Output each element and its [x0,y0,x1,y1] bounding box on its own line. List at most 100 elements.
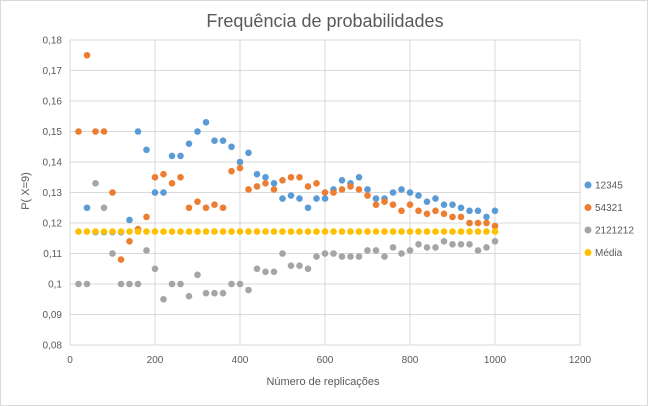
data-point-54321 [100,128,108,135]
x-tick-label: 1200 [569,355,592,366]
data-point-m-dia [92,228,99,235]
data-point-2121212 [100,204,108,212]
data-point-m-dia [245,228,252,235]
data-point-54321 [304,183,312,190]
data-point-m-dia [75,228,82,235]
data-point-m-dia [236,228,244,235]
data-point-m-dia [185,228,193,235]
data-point-2121212 [126,280,133,288]
data-point-12345 [262,173,269,181]
y-tick-label: 0,1 [48,280,62,291]
data-point-m-dia [211,228,218,235]
data-point-12345 [474,207,482,215]
data-point-2121212 [117,280,125,288]
data-point-12345 [321,195,329,202]
data-point-54321 [194,198,201,205]
data-point-54321 [466,219,473,227]
data-point-2121212 [270,268,278,276]
data-point-m-dia [151,228,159,235]
data-point-m-dia [364,228,371,235]
data-point-12345 [219,137,227,144]
data-point-12345 [253,170,261,178]
data-point-54321 [253,183,261,190]
data-point-m-dia [313,228,320,235]
data-point-2121212 [211,289,218,297]
data-point-12345 [389,189,397,196]
data-point-12345 [134,128,142,135]
data-point-2121212 [415,241,422,248]
data-point-m-dia [117,228,125,235]
data-point-2121212 [338,253,346,260]
data-point-2121212 [228,280,235,288]
y-tick-label: 0,15 [43,127,63,138]
data-point-12345 [296,195,303,202]
data-point-54321 [313,180,320,187]
x-axis-label: Número de replicações [266,376,380,388]
data-point-m-dia [219,228,227,235]
data-point-2121212 [364,247,371,254]
data-point-12345 [440,201,448,208]
x-tick-label: 1000 [484,355,507,366]
data-point-54321 [117,256,125,263]
data-point-12345 [168,152,176,160]
data-point-2121212 [262,268,269,276]
data-point-54321 [355,186,363,193]
data-point-2121212 [355,253,363,260]
data-point-12345 [194,128,201,135]
data-point-2121212 [449,241,456,248]
data-point-2121212 [381,253,388,260]
data-point-54321 [389,201,397,208]
data-points [75,51,499,303]
y-tick-label: 0,08 [43,341,63,352]
data-point-2121212 [389,244,397,251]
data-point-12345 [449,201,456,208]
legend-marker [584,204,592,211]
data-point-m-dia [270,228,278,235]
data-point-12345 [432,195,439,202]
data-point-2121212 [287,262,295,270]
data-point-2121212 [406,247,414,254]
data-point-2121212 [321,250,329,257]
data-point-m-dia [372,228,380,235]
y-tick-label: 0,12 [43,219,63,230]
data-point-54321 [151,173,159,181]
legend-label: Média [595,248,623,259]
data-point-m-dia [389,228,397,235]
data-point-12345 [143,146,150,154]
data-point-m-dia [355,228,363,235]
data-point-2121212 [457,241,465,248]
data-point-2121212 [134,280,142,288]
data-point-m-dia [287,228,295,235]
data-point-2121212 [440,238,448,245]
data-point-54321 [262,180,269,187]
data-point-2121212 [202,289,210,297]
data-point-54321 [287,173,295,181]
data-point-m-dia [304,228,312,235]
data-point-54321 [483,219,490,227]
y-tick-label: 0,11 [43,249,62,260]
data-point-12345 [287,192,295,199]
data-point-2121212 [304,265,312,273]
x-tick-label: 400 [232,355,249,366]
data-point-12345 [415,192,422,199]
data-point-12345 [151,189,159,196]
data-point-m-dia [279,228,286,235]
data-point-54321 [143,213,150,221]
data-point-2121212 [279,250,286,257]
data-point-m-dia [177,228,184,235]
x-axis-ticks: 0 200 400 600 800 1000 1200 [67,355,591,366]
data-point-2121212 [151,265,159,273]
legend-marker [584,249,592,256]
data-point-2121212 [372,247,380,254]
data-point-2121212 [398,250,405,257]
data-point-m-dia [100,228,108,235]
data-point-12345 [406,189,414,196]
data-point-m-dia [483,228,490,235]
data-point-m-dia [160,228,167,235]
y-tick-label: 0,13 [43,188,63,199]
chart-title: Frequência de probabilidades [206,11,443,31]
data-point-54321 [126,238,133,245]
data-point-m-dia [83,228,91,235]
